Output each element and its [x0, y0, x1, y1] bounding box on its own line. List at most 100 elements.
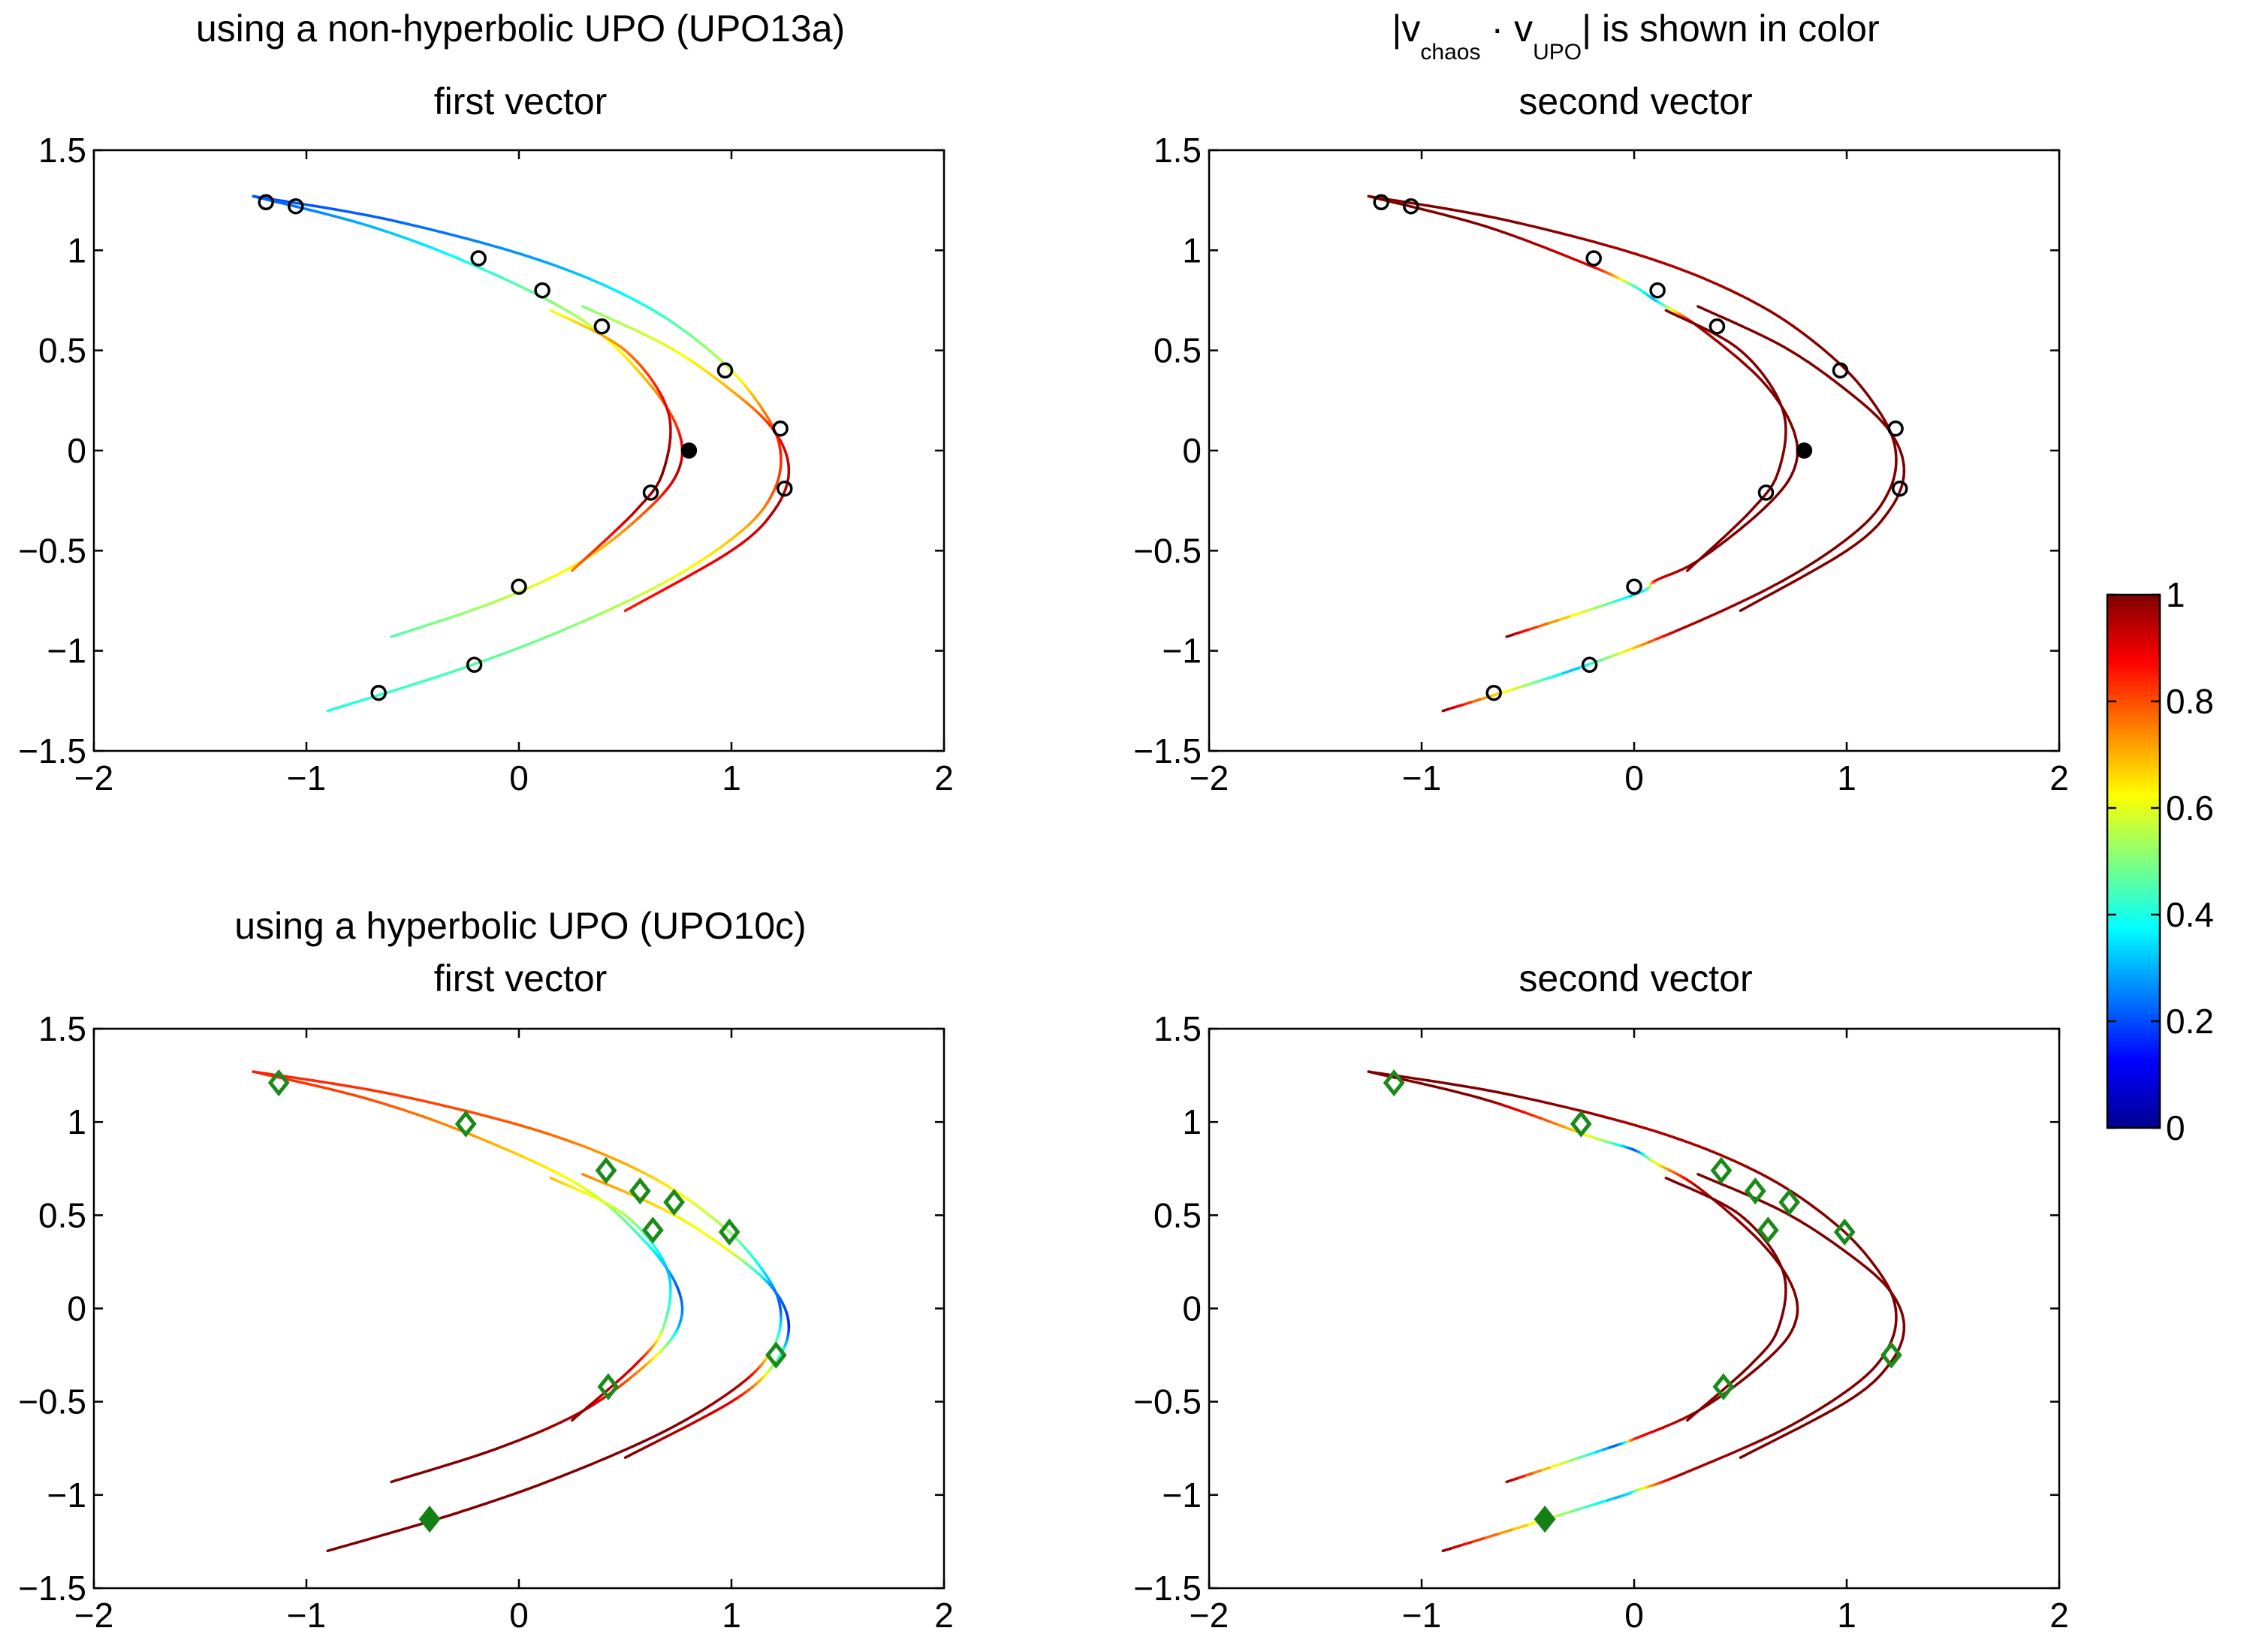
diamond-marker — [1757, 1216, 1779, 1244]
curve-segment — [1603, 1497, 1615, 1503]
curve-segment — [354, 698, 366, 704]
curve-segment — [415, 1113, 426, 1119]
curve-segment — [523, 1156, 534, 1162]
curve-segment — [1719, 284, 1730, 291]
curve-segment — [1772, 586, 1784, 595]
curve-segment — [1772, 1435, 1784, 1442]
curve-segment — [354, 1539, 366, 1545]
panel-upo10c-first-vector: −2 −1 0 1 2 −1.5 −1 −0.5 0 0.5 1 1.5 — [18, 1009, 954, 1635]
curve-segment — [445, 1512, 457, 1518]
curve-segment — [1569, 666, 1580, 673]
curve-segment — [701, 1412, 713, 1420]
curve-segment — [561, 306, 572, 314]
curve-segment — [1526, 626, 1539, 632]
curve-segment — [1484, 225, 1495, 231]
curve-segment — [665, 581, 677, 589]
curve-segment — [1584, 1452, 1596, 1458]
curve-segment — [485, 656, 496, 662]
curve-segment — [645, 586, 656, 593]
curve-segment — [291, 200, 304, 206]
curve-segment — [437, 1120, 448, 1126]
panel2-title: second vector — [1519, 80, 1752, 122]
curve-segment — [514, 1152, 526, 1159]
curve-segment — [368, 1088, 382, 1093]
curve-segment — [1457, 1091, 1470, 1096]
curve-segment — [1419, 1081, 1431, 1087]
y-tick-label: −0.5 — [1133, 1382, 1202, 1421]
curve-segment — [1760, 586, 1771, 593]
y-tick-label: 1 — [67, 1102, 86, 1141]
curve-segment — [1555, 1510, 1572, 1518]
curve-segment — [1590, 604, 1603, 611]
curve-segment — [645, 1435, 656, 1442]
curve-segment — [1505, 1479, 1513, 1484]
curve-segment — [544, 1478, 556, 1484]
curve-segment — [709, 1407, 720, 1415]
panel1-title-line1: using a non-hyperbolic UPO (UPO13a) — [196, 8, 845, 50]
curve-segment — [379, 216, 393, 222]
curve-segment — [323, 1086, 336, 1092]
curve-segment — [1630, 644, 1641, 650]
curve-segment — [1663, 1132, 1675, 1139]
circle-marker — [593, 318, 611, 335]
diamond-marker — [641, 1216, 664, 1244]
curve-segment — [1614, 1118, 1628, 1124]
curve-segment — [1739, 1454, 1747, 1459]
curve-segment — [1739, 607, 1747, 613]
colorbar-tick-label: 0 — [2166, 1108, 2185, 1147]
curve-segment — [514, 282, 526, 290]
curve-segment — [499, 1118, 513, 1124]
curve-segment — [1718, 1453, 1730, 1461]
curve-segment — [1557, 1123, 1568, 1129]
curve-segment — [538, 1163, 550, 1170]
curve — [1664, 309, 1787, 572]
curve-segment — [1675, 626, 1686, 632]
curve-segment — [300, 202, 315, 207]
curve-segment — [1517, 1108, 1528, 1115]
curve-segment — [568, 1469, 578, 1475]
colorbar-gradient — [2106, 593, 2161, 1129]
y-tick-label: 0 — [1182, 1289, 1202, 1328]
y-tick-label: −1.5 — [1133, 731, 1202, 770]
curve-segment — [455, 610, 467, 617]
y-tick-label: −1 — [47, 1476, 86, 1515]
curve-segment — [369, 1098, 380, 1104]
curve-segment — [394, 1527, 408, 1533]
curve-segment — [1780, 1430, 1793, 1438]
x-tick-label: 2 — [2049, 1596, 2069, 1635]
curve-segment — [407, 237, 418, 244]
curve-segment — [466, 237, 481, 243]
curve-segment — [446, 613, 459, 620]
curve-segment — [482, 1138, 493, 1145]
curve-segment — [623, 1445, 634, 1452]
curve-segment — [1472, 212, 1487, 218]
curve-segment — [648, 591, 659, 599]
curve-segment — [437, 249, 448, 255]
diamond-marker — [663, 1188, 686, 1216]
diamond-marker — [1710, 1156, 1733, 1184]
curve-segment — [326, 1548, 335, 1553]
y-tick-label: −0.5 — [18, 1382, 86, 1421]
y-tick-label: 1.5 — [1154, 1009, 1202, 1048]
curve-segment — [648, 1439, 659, 1447]
curve-segment — [322, 206, 337, 211]
y-tick-label: 0.5 — [1154, 331, 1202, 370]
curve-segment — [1534, 242, 1545, 249]
curve-segment — [1645, 638, 1656, 644]
curve — [1367, 1070, 1799, 1484]
curve-segment — [1645, 255, 1657, 262]
curve-segment — [1690, 619, 1702, 626]
curve-segment — [1457, 217, 1470, 223]
curve-segment — [553, 303, 565, 310]
curve-segment — [1428, 210, 1441, 216]
curve-segment — [1551, 672, 1564, 679]
curve-segment — [1505, 1093, 1519, 1098]
curve-segment — [379, 1090, 393, 1096]
curve-segment — [385, 230, 395, 236]
curve-segment — [322, 1081, 337, 1086]
curve — [549, 309, 672, 572]
diamond-marker — [1570, 1110, 1592, 1138]
curve-segment — [1704, 1147, 1715, 1153]
curve-segment — [556, 1135, 568, 1141]
curve-segment — [1392, 200, 1404, 206]
